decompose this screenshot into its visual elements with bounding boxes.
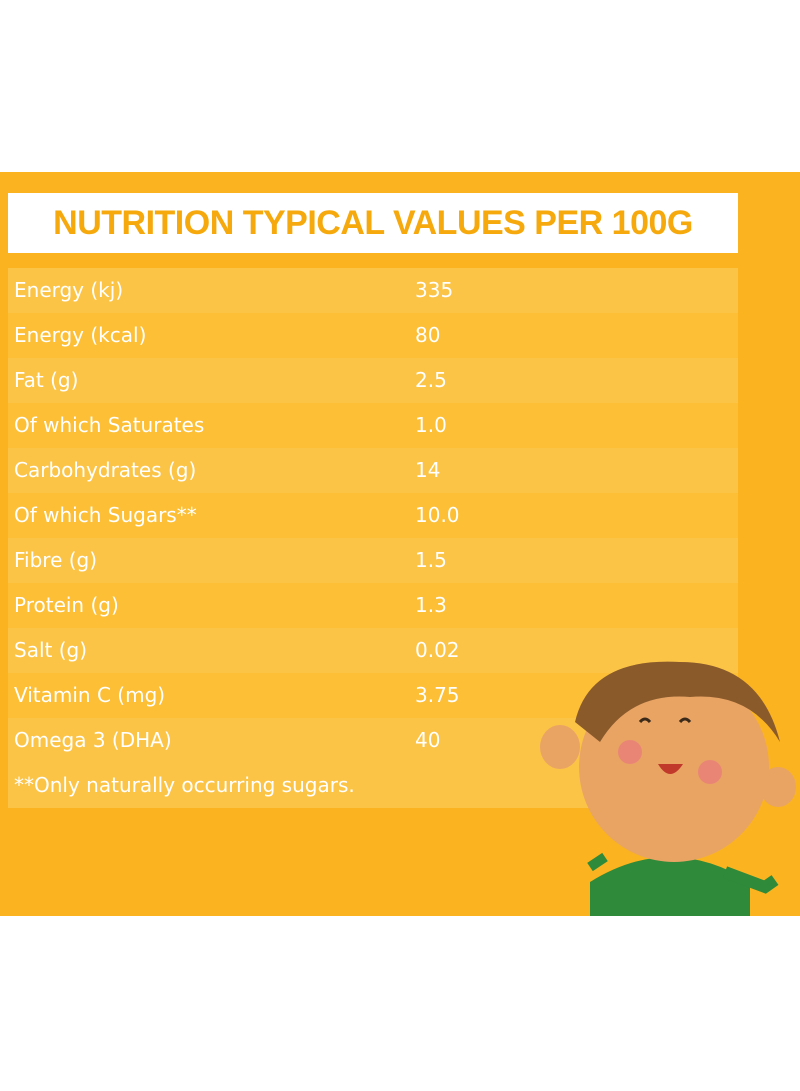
nutrient-name: Of which Saturates (14, 413, 205, 437)
nutrient-name: Vitamin C (mg) (14, 683, 166, 707)
nutrient-name: Energy (kj) (14, 278, 124, 302)
nutrient-name: Protein (g) (14, 593, 119, 617)
table-row: Energy (kj) 335 (8, 268, 738, 313)
title-banner: NUTRITION TYPICAL VALUES PER 100G (8, 193, 738, 253)
nutrient-name: Energy (kcal) (14, 323, 147, 347)
boy-illustration (540, 661, 796, 916)
nutrient-name: Salt (g) (14, 638, 88, 662)
nutrient-value: 40 (415, 728, 441, 752)
table-row: Of which Sugars** 10.0 (8, 493, 738, 538)
nutrient-value: 0.02 (415, 638, 460, 662)
table-row: Fat (g) 2.5 (8, 358, 738, 403)
table-row: Of which Saturates 1.0 (8, 403, 738, 448)
table-row: Carbohydrates (g) 14 (8, 448, 738, 493)
nutrient-value: 2.5 (415, 368, 447, 392)
nutrient-value: 335 (415, 278, 454, 302)
table-row: Salt (g) 0.02 (8, 628, 738, 673)
nutrient-value: 10.0 (415, 503, 460, 527)
nutrient-name: Omega 3 (DHA) (14, 728, 172, 752)
nutrient-value: 3.75 (415, 683, 460, 707)
nutrient-name: Fibre (g) (14, 548, 98, 572)
nutrient-value: 1.3 (415, 593, 447, 617)
table-row: Protein (g) 1.3 (8, 583, 738, 628)
nutrient-value: 1.0 (415, 413, 447, 437)
footnote: **Only naturally occurring sugars. (14, 773, 355, 797)
table-row: Fibre (g) 1.5 (8, 538, 738, 583)
nutrient-value: 1.5 (415, 548, 447, 572)
nutrient-name: Carbohydrates (g) (14, 458, 197, 482)
nutrient-name: Of which Sugars** (14, 503, 197, 527)
nutrition-panel: NUTRITION TYPICAL VALUES PER 100G Energy… (0, 172, 800, 916)
nutrient-value: 14 (415, 458, 441, 482)
nutrient-value: 80 (415, 323, 441, 347)
nutrient-name: Fat (g) (14, 368, 79, 392)
table-row: Energy (kcal) 80 (8, 313, 738, 358)
